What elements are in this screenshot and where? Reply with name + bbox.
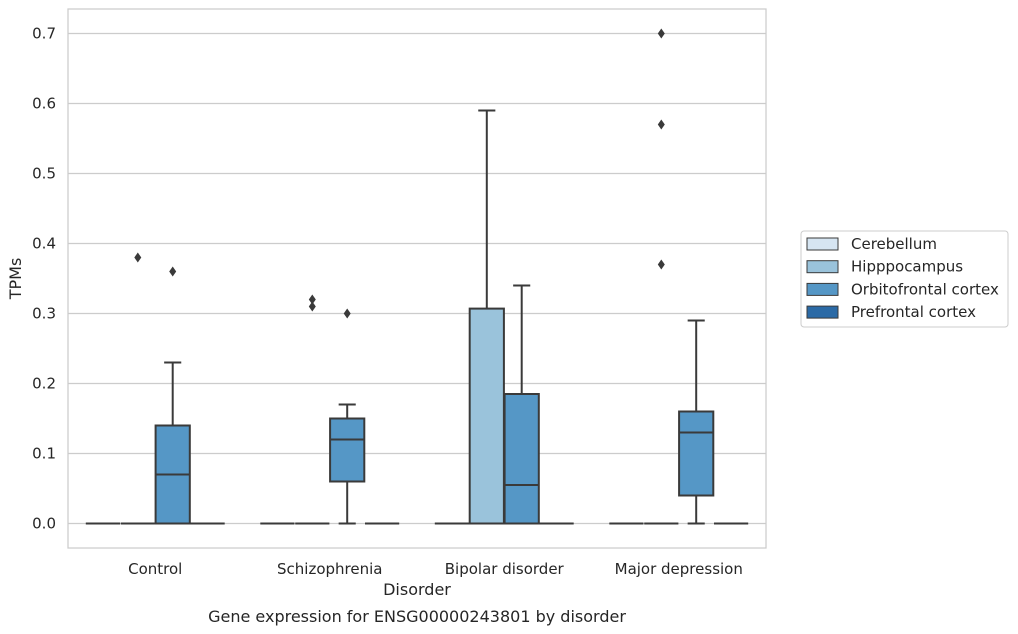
chart-title: Gene expression for ENSG00000243801 by d… xyxy=(208,607,626,626)
x-tick-label: Control xyxy=(128,560,182,578)
plot-frame xyxy=(67,8,767,549)
box-orbitofrontal-cortex xyxy=(329,308,366,525)
x-tick-label: Major depression xyxy=(615,560,743,578)
legend-frame xyxy=(800,230,1009,328)
box-body xyxy=(503,393,540,525)
y-tick-label: 0.7 xyxy=(32,25,56,43)
legend-swatch xyxy=(806,260,839,274)
legend-swatch xyxy=(806,305,839,319)
outlier-point xyxy=(308,301,316,312)
y-tick-label: 0.2 xyxy=(32,375,56,393)
outlier-point xyxy=(134,252,142,263)
y-tick-label: 0.3 xyxy=(32,305,56,323)
y-tick-labels: 0.0 0.1 0.2 0.3 0.4 0.5 0.6 0.7 xyxy=(32,25,56,533)
x-axis-title: Disorder xyxy=(383,580,451,599)
y-tick-label: 0.5 xyxy=(32,165,56,183)
legend-label: Orbitofrontal cortex xyxy=(851,280,999,298)
y-tick-label: 0.1 xyxy=(32,445,56,463)
box-hipppocampus xyxy=(295,294,330,525)
legend-label: Cerebellum xyxy=(851,235,937,253)
outlier-point xyxy=(657,119,665,130)
box-hipppocampus xyxy=(644,28,679,525)
outlier-point xyxy=(657,28,665,39)
legend: Cerebellum Hipppocampus Orbitofrontal cort… xyxy=(800,230,1009,328)
box-hipppocampus xyxy=(120,252,155,525)
legend-label: Hipppocampus xyxy=(851,258,963,276)
outlier-point xyxy=(169,266,177,277)
legend-label: Prefrontal cortex xyxy=(851,303,976,321)
box-body xyxy=(678,410,715,497)
box-body xyxy=(468,307,505,525)
box-layer xyxy=(85,28,749,525)
outlier-point xyxy=(657,259,665,270)
y-tick-label: 0.0 xyxy=(32,515,56,533)
y-axis-title: TPMs xyxy=(6,258,25,301)
box-hipppocampus xyxy=(468,109,505,525)
box-body xyxy=(329,417,366,483)
box-orbitofrontal-cortex xyxy=(678,319,715,525)
x-tick-label: Bipolar disorder xyxy=(445,560,565,578)
legend-swatch xyxy=(806,237,839,251)
box-orbitofrontal-cortex xyxy=(154,266,191,525)
x-tick-label: Schizophrenia xyxy=(277,560,382,578)
outlier-point xyxy=(308,294,316,305)
box-orbitofrontal-cortex xyxy=(503,284,540,525)
outlier-point xyxy=(343,308,351,319)
x-tick-labels: Control Schizophrenia Bipolar disorder Majo… xyxy=(128,560,743,578)
legend-swatch xyxy=(806,282,839,296)
y-tick-label: 0.6 xyxy=(32,95,56,113)
y-tick-label: 0.4 xyxy=(32,235,56,253)
